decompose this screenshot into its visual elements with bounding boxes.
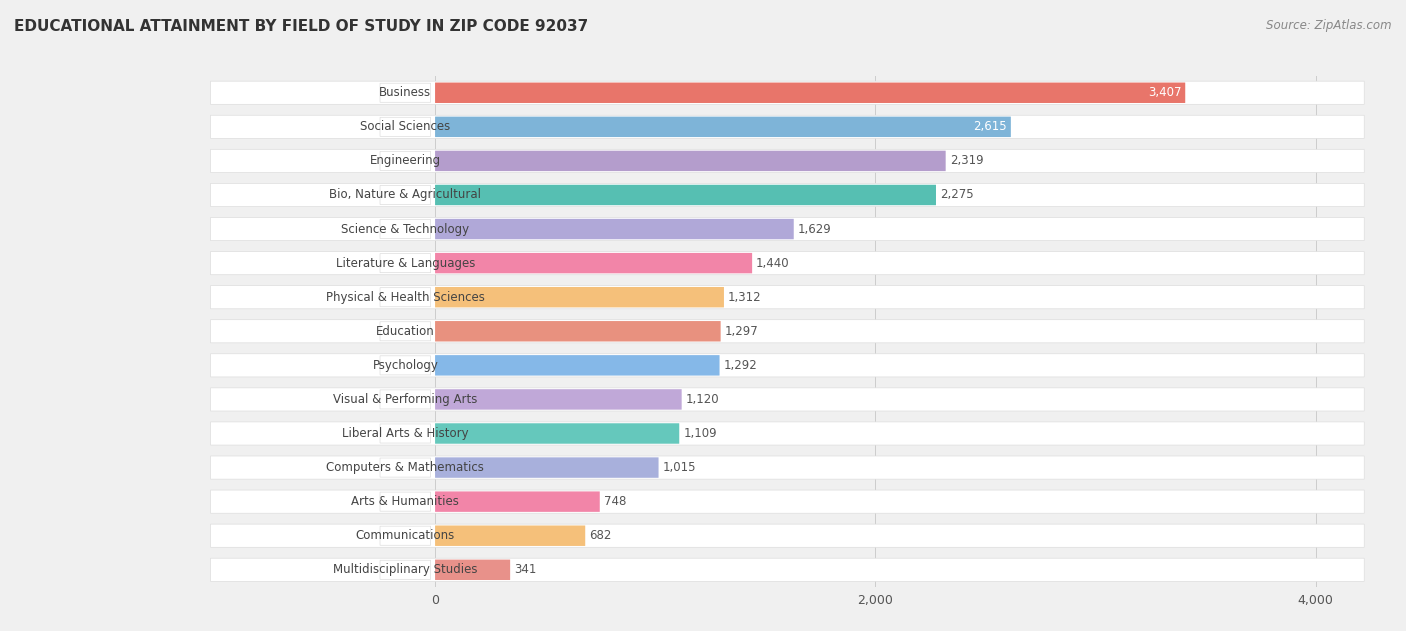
Text: 682: 682 <box>589 529 612 542</box>
Text: Source: ZipAtlas.com: Source: ZipAtlas.com <box>1267 19 1392 32</box>
FancyBboxPatch shape <box>380 288 430 307</box>
FancyBboxPatch shape <box>380 83 430 102</box>
FancyBboxPatch shape <box>211 150 1364 172</box>
Text: 1,312: 1,312 <box>728 291 762 304</box>
Text: Literature & Languages: Literature & Languages <box>336 257 475 269</box>
FancyBboxPatch shape <box>211 388 1364 411</box>
Text: 1,109: 1,109 <box>683 427 717 440</box>
FancyBboxPatch shape <box>434 457 658 478</box>
Text: Liberal Arts & History: Liberal Arts & History <box>342 427 468 440</box>
Text: 1,440: 1,440 <box>756 257 790 269</box>
FancyBboxPatch shape <box>434 287 724 307</box>
FancyBboxPatch shape <box>380 492 430 511</box>
Text: Computers & Mathematics: Computers & Mathematics <box>326 461 484 474</box>
Text: 341: 341 <box>515 563 537 576</box>
Text: 748: 748 <box>603 495 626 508</box>
FancyBboxPatch shape <box>434 389 682 410</box>
FancyBboxPatch shape <box>434 253 752 273</box>
FancyBboxPatch shape <box>380 356 430 375</box>
FancyBboxPatch shape <box>380 424 430 443</box>
Text: 1,120: 1,120 <box>686 393 720 406</box>
FancyBboxPatch shape <box>434 83 1185 103</box>
Text: Physical & Health Sciences: Physical & Health Sciences <box>326 291 485 304</box>
FancyBboxPatch shape <box>434 185 936 205</box>
Text: Visual & Performing Arts: Visual & Performing Arts <box>333 393 478 406</box>
FancyBboxPatch shape <box>211 490 1364 513</box>
FancyBboxPatch shape <box>434 423 679 444</box>
FancyBboxPatch shape <box>211 354 1364 377</box>
FancyBboxPatch shape <box>380 390 430 409</box>
FancyBboxPatch shape <box>434 219 794 239</box>
FancyBboxPatch shape <box>211 558 1364 581</box>
FancyBboxPatch shape <box>211 422 1364 445</box>
Text: 1,297: 1,297 <box>724 325 758 338</box>
FancyBboxPatch shape <box>211 456 1364 479</box>
FancyBboxPatch shape <box>211 524 1364 547</box>
Text: 1,629: 1,629 <box>797 223 831 235</box>
FancyBboxPatch shape <box>434 355 720 375</box>
Text: EDUCATIONAL ATTAINMENT BY FIELD OF STUDY IN ZIP CODE 92037: EDUCATIONAL ATTAINMENT BY FIELD OF STUDY… <box>14 19 588 34</box>
Text: Science & Technology: Science & Technology <box>342 223 470 235</box>
FancyBboxPatch shape <box>434 526 585 546</box>
Text: 2,319: 2,319 <box>949 155 983 167</box>
FancyBboxPatch shape <box>434 151 946 171</box>
FancyBboxPatch shape <box>434 117 1011 137</box>
Text: Communications: Communications <box>356 529 456 542</box>
FancyBboxPatch shape <box>380 220 430 239</box>
FancyBboxPatch shape <box>380 458 430 477</box>
FancyBboxPatch shape <box>211 286 1364 309</box>
Text: Business: Business <box>380 86 432 99</box>
FancyBboxPatch shape <box>380 254 430 273</box>
Text: Bio, Nature & Agricultural: Bio, Nature & Agricultural <box>329 189 481 201</box>
Text: Arts & Humanities: Arts & Humanities <box>352 495 460 508</box>
FancyBboxPatch shape <box>380 186 430 204</box>
FancyBboxPatch shape <box>211 218 1364 240</box>
Text: 1,015: 1,015 <box>662 461 696 474</box>
Text: Social Sciences: Social Sciences <box>360 121 450 133</box>
Text: Education: Education <box>375 325 434 338</box>
FancyBboxPatch shape <box>211 115 1364 138</box>
FancyBboxPatch shape <box>380 560 430 579</box>
FancyBboxPatch shape <box>380 117 430 136</box>
Text: 2,615: 2,615 <box>973 121 1007 133</box>
FancyBboxPatch shape <box>211 81 1364 104</box>
FancyBboxPatch shape <box>380 526 430 545</box>
FancyBboxPatch shape <box>211 184 1364 206</box>
Text: 1,292: 1,292 <box>724 359 758 372</box>
Text: Multidisciplinary Studies: Multidisciplinary Studies <box>333 563 478 576</box>
FancyBboxPatch shape <box>434 492 600 512</box>
Text: Engineering: Engineering <box>370 155 441 167</box>
FancyBboxPatch shape <box>380 151 430 170</box>
FancyBboxPatch shape <box>211 320 1364 343</box>
Text: 2,275: 2,275 <box>941 189 973 201</box>
Text: 3,407: 3,407 <box>1147 86 1181 99</box>
Text: Psychology: Psychology <box>373 359 439 372</box>
FancyBboxPatch shape <box>211 252 1364 274</box>
FancyBboxPatch shape <box>434 560 510 580</box>
FancyBboxPatch shape <box>434 321 721 341</box>
FancyBboxPatch shape <box>380 322 430 341</box>
